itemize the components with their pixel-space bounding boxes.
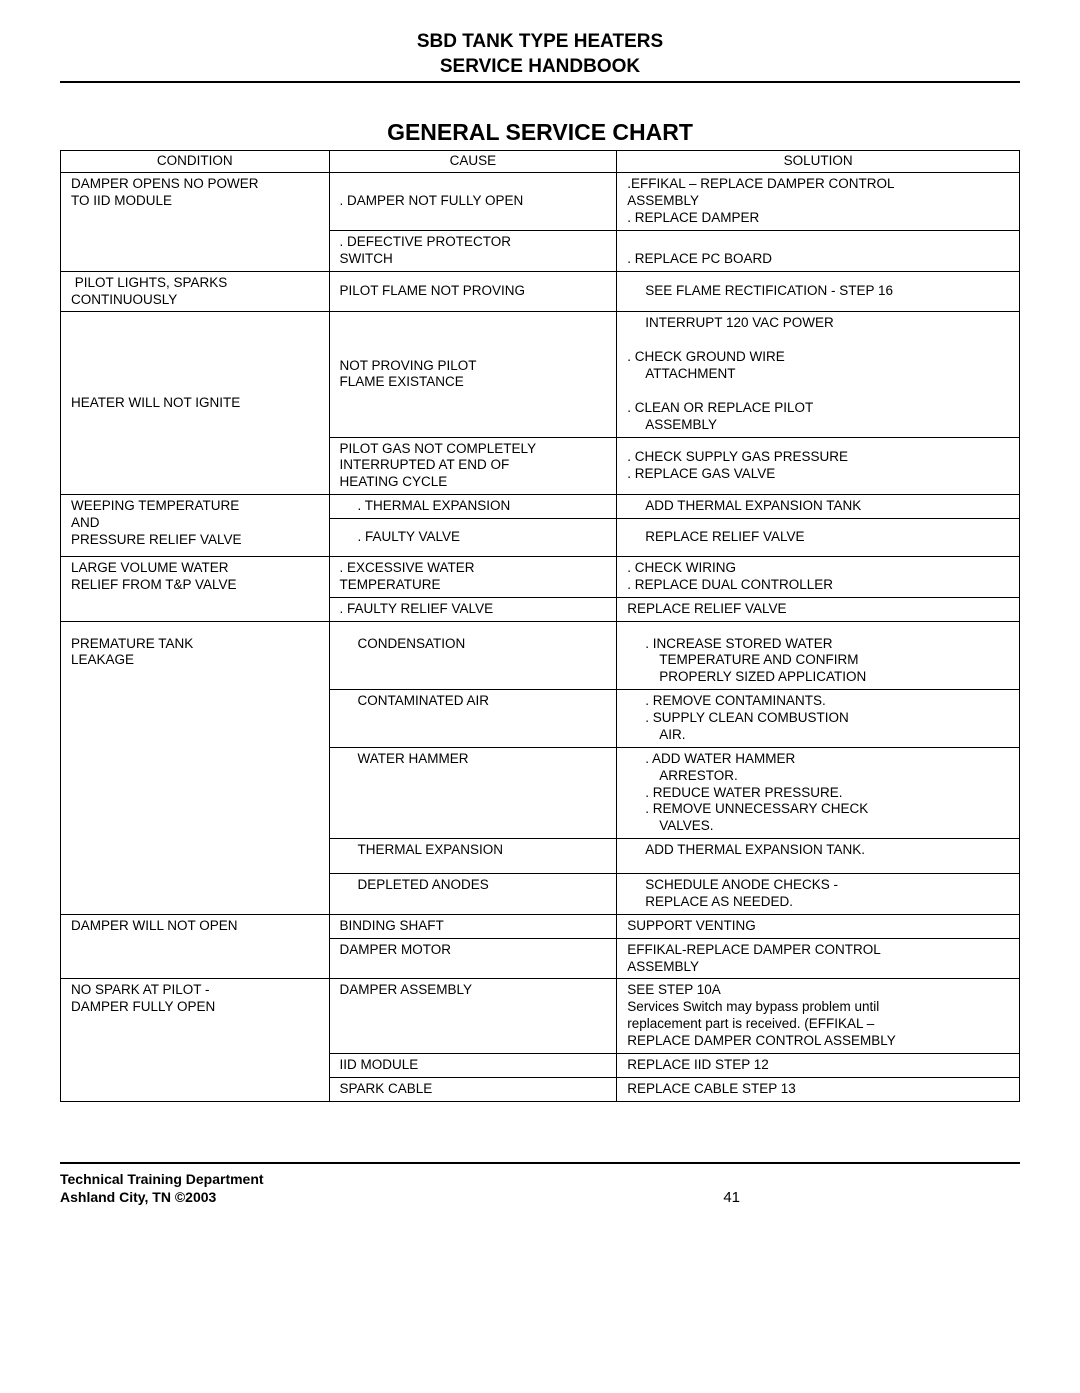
cell-condition: DAMPER OPENS NO POWER TO IID MODULE [61, 173, 330, 271]
table-row: WEEPING TEMPERATURE AND PRESSURE RELIEF … [61, 495, 1020, 519]
doc-header: SBD TANK TYPE HEATERS SERVICE HANDBOOK [60, 30, 1020, 79]
cell-cause: DAMPER MOTOR [329, 938, 617, 979]
col-cause: CAUSE [329, 151, 617, 173]
cell-cause: PILOT FLAME NOT PROVING [329, 271, 617, 312]
cell-cause: PILOT GAS NOT COMPLETELY INTERRUPTED AT … [329, 437, 617, 495]
cell-solution: SCHEDULE ANODE CHECKS - REPLACE AS NEEDE… [617, 874, 1020, 915]
cell-solution: SEE STEP 10A Services Switch may bypass … [617, 979, 1020, 1054]
cell-solution: EFFIKAL-REPLACE DAMPER CONTROL ASSEMBLY [617, 938, 1020, 979]
cell-solution: ADD THERMAL EXPANSION TANK. [617, 839, 1020, 874]
cell-cause: BINDING SHAFT [329, 914, 617, 938]
cell-solution: . CHECK WIRING . REPLACE DUAL CONTROLLER [617, 556, 1020, 597]
table-row: PILOT LIGHTS, SPARKS CONTINUOUSLY PILOT … [61, 271, 1020, 312]
cell-cause: NOT PROVING PILOT FLAME EXISTANCE [329, 312, 617, 437]
cell-solution: SEE FLAME RECTIFICATION - STEP 16 [617, 271, 1020, 312]
cell-solution: REPLACE RELIEF VALVE [617, 597, 1020, 621]
table-row: PREMATURE TANK LEAKAGE CONDENSATION . IN… [61, 621, 1020, 690]
cell-condition: WEEPING TEMPERATURE AND PRESSURE RELIEF … [61, 495, 330, 557]
page-number: 41 [723, 1189, 1020, 1206]
cell-cause: . FAULTY VALVE [329, 519, 617, 557]
cell-solution: REPLACE CABLE STEP 13 [617, 1077, 1020, 1101]
cell-condition: NO SPARK AT PILOT - DAMPER FULLY OPEN [61, 979, 330, 1101]
cell-cause: . DEFECTIVE PROTECTOR SWITCH [329, 230, 617, 271]
cell-cause: . FAULTY RELIEF VALVE [329, 597, 617, 621]
header-line-1: SBD TANK TYPE HEATERS [60, 30, 1020, 55]
page-footer: Technical Training Department Ashland Ci… [60, 1170, 1020, 1206]
cell-cause: IID MODULE [329, 1053, 617, 1077]
cell-cause: DAMPER ASSEMBLY [329, 979, 617, 1054]
cell-cause: . EXCESSIVE WATER TEMPERATURE [329, 556, 617, 597]
cell-solution: REPLACE IID STEP 12 [617, 1053, 1020, 1077]
table-row: DAMPER OPENS NO POWER TO IID MODULE . DA… [61, 173, 1020, 231]
cell-cause: WATER HAMMER [329, 747, 617, 838]
cell-cause: THERMAL EXPANSION [329, 839, 617, 874]
cell-cause: DEPLETED ANODES [329, 874, 617, 915]
table-header-row: CONDITION CAUSE SOLUTION [61, 151, 1020, 173]
cell-solution: SUPPORT VENTING [617, 914, 1020, 938]
cell-cause: SPARK CABLE [329, 1077, 617, 1101]
cell-solution: . ADD WATER HAMMER ARRESTOR. . REDUCE WA… [617, 747, 1020, 838]
cell-solution: . CHECK SUPPLY GAS PRESSURE . REPLACE GA… [617, 437, 1020, 495]
chart-title: GENERAL SERVICE CHART [60, 119, 1020, 146]
cell-solution: ADD THERMAL EXPANSION TANK [617, 495, 1020, 519]
cell-solution: REPLACE RELIEF VALVE [617, 519, 1020, 557]
footer-rule [60, 1162, 1020, 1164]
cell-cause: CONTAMINATED AIR [329, 690, 617, 748]
footer-dept: Technical Training Department [60, 1170, 264, 1188]
cell-cause: CONDENSATION [329, 621, 617, 690]
footer-left: Technical Training Department Ashland Ci… [60, 1170, 264, 1206]
cell-condition: HEATER WILL NOT IGNITE [61, 312, 330, 495]
col-condition: CONDITION [61, 151, 330, 173]
footer-copyright: Ashland City, TN ©2003 [60, 1188, 264, 1206]
table-row: LARGE VOLUME WATER RELIEF FROM T&P VALVE… [61, 556, 1020, 597]
table-row: HEATER WILL NOT IGNITE NOT PROVING PILOT… [61, 312, 1020, 437]
cell-solution: . REPLACE PC BOARD [617, 230, 1020, 271]
col-solution: SOLUTION [617, 151, 1020, 173]
cell-cause: . THERMAL EXPANSION [329, 495, 617, 519]
cell-cause: . DAMPER NOT FULLY OPEN [329, 173, 617, 231]
header-rule [60, 81, 1020, 83]
header-line-2: SERVICE HANDBOOK [60, 55, 1020, 80]
cell-solution: . REMOVE CONTAMINANTS. . SUPPLY CLEAN CO… [617, 690, 1020, 748]
cell-condition: LARGE VOLUME WATER RELIEF FROM T&P VALVE [61, 556, 330, 621]
cell-condition: DAMPER WILL NOT OPEN [61, 914, 330, 979]
cell-solution: INTERRUPT 120 VAC POWER . CHECK GROUND W… [617, 312, 1020, 437]
cell-solution: . INCREASE STORED WATER TEMPERATURE AND … [617, 621, 1020, 690]
cell-condition: PREMATURE TANK LEAKAGE [61, 621, 330, 914]
cell-solution: .EFFIKAL – REPLACE DAMPER CONTROL ASSEMB… [617, 173, 1020, 231]
table-row: DAMPER WILL NOT OPEN BINDING SHAFT SUPPO… [61, 914, 1020, 938]
cell-condition: PILOT LIGHTS, SPARKS CONTINUOUSLY [61, 271, 330, 312]
table-row: NO SPARK AT PILOT - DAMPER FULLY OPEN DA… [61, 979, 1020, 1054]
service-chart-table: CONDITION CAUSE SOLUTION DAMPER OPENS NO… [60, 150, 1020, 1101]
